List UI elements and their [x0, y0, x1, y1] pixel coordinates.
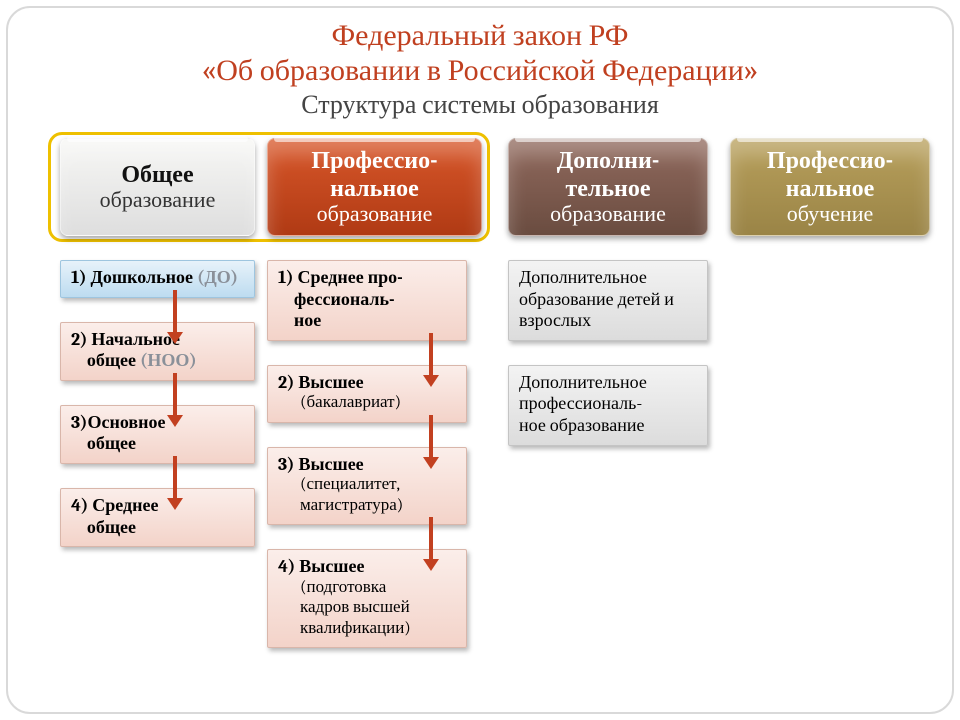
arrow-down-icon: [167, 290, 183, 344]
header-4: Профессио-нальноеобучение: [730, 138, 930, 236]
title-line1: Федеральный закон РФ: [30, 18, 930, 53]
slide-frame: Федеральный закон РФ «Об образовании в Р…: [6, 6, 954, 714]
arrow-down-icon: [423, 517, 439, 571]
header-bold: Профессио-нальное: [767, 146, 893, 203]
col3-cell-2: Дополнительное профессиональ-ное образов…: [508, 365, 708, 446]
header-bold: Дополни-тельное: [557, 146, 660, 203]
col1-cell-3: 3)Основное общее: [60, 405, 255, 464]
header-accent: [737, 136, 923, 142]
header-sub: образование: [317, 202, 433, 228]
arrow-down-icon: [423, 415, 439, 469]
col1-cell-2: 2) Начальное общее (НОО): [60, 322, 255, 381]
header-sub: образование: [100, 188, 216, 214]
col1-cell-4: 4) Среднее общее: [60, 488, 255, 547]
header-2: Профессио-нальноеобразование: [267, 138, 482, 236]
arrow-down-icon: [423, 333, 439, 387]
header-sub: образование: [550, 202, 666, 228]
title-line2: «Об образовании в Российской Федерации»: [30, 53, 930, 88]
header-bold: Общее: [121, 160, 193, 188]
col3-cell-1: Дополнительное образование детей и взрос…: [508, 260, 708, 341]
col2-cell-1: 1) Среднее про- фессиональ- ное: [267, 260, 467, 341]
header-3: Дополни-тельноеобразование: [508, 138, 708, 236]
col1-cell-1: 1) Дошкольное (ДО): [60, 260, 255, 298]
header-bold: Профессио-нальное: [311, 146, 437, 203]
arrow-down-icon: [167, 456, 183, 510]
col1: 1) Дошкольное (ДО) 2) Начальное общее (НО…: [60, 260, 255, 571]
header-accent: [515, 136, 701, 142]
headers-row: ОбщееобразованиеПрофессио-нальноеобразов…: [30, 132, 930, 244]
header-accent: [274, 136, 475, 142]
col2: 1) Среднее про- фессиональ- ное2) Высшее…: [267, 260, 467, 672]
arrow-down-icon: [167, 373, 183, 427]
subtitle: Структура системы образования: [30, 90, 930, 120]
header-1: Общееобразование: [60, 138, 255, 236]
header-accent: [67, 136, 248, 142]
header-sub: обучение: [787, 202, 874, 228]
col3: Дополнительное образование детей и взрос…: [508, 260, 708, 470]
